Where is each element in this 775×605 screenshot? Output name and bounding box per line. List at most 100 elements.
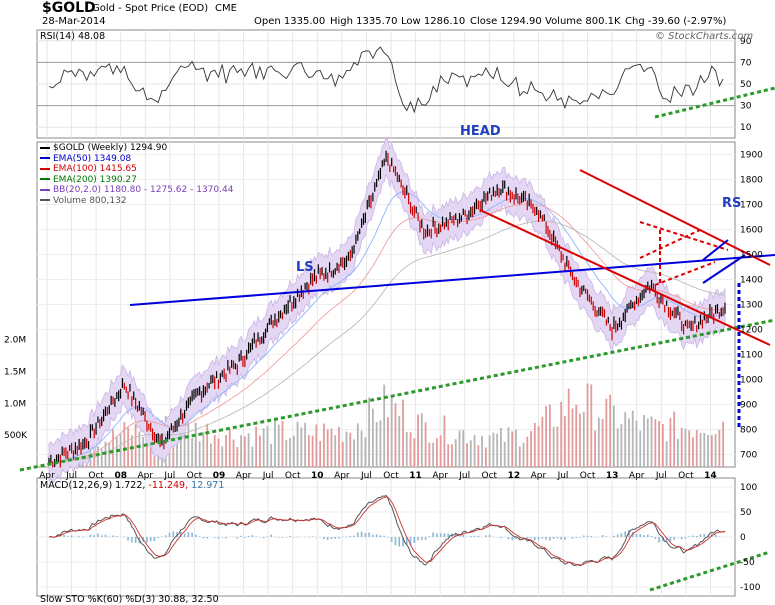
x-axis-label: 11 (409, 471, 422, 481)
volume-bar (203, 432, 205, 467)
volume-bar (647, 418, 649, 467)
volume-bar (681, 428, 683, 467)
macd-histogram-bar (417, 537, 419, 540)
macd-histogram-bar (421, 537, 423, 540)
macd-histogram-bar (169, 533, 171, 537)
volume-bar (334, 435, 336, 467)
legend-text: Volume 800,132 (53, 196, 127, 206)
volume-bar (244, 436, 246, 467)
macd-histogram-bar (553, 537, 555, 539)
macd-histogram-bar (591, 536, 593, 537)
volume-bar (187, 423, 189, 467)
volume-bar (395, 403, 397, 467)
volume-bar (500, 428, 502, 467)
x-axis-label: Oct (580, 471, 596, 481)
macd-histogram-bar (353, 536, 355, 537)
volume-bar (368, 397, 370, 467)
macd-histogram-bar (71, 535, 73, 537)
volume-bar (545, 406, 547, 467)
date: 28-Mar-2014 (42, 16, 106, 27)
x-axis-label: Jul (655, 471, 667, 481)
macd-histogram-bar (440, 533, 442, 537)
volume-bar (274, 420, 276, 467)
volume-bar (444, 416, 446, 467)
macd-histogram-bar (583, 535, 585, 537)
macd-histogram-bar (368, 532, 370, 537)
x-axis-label: Jul (262, 471, 274, 481)
volume-bar (270, 444, 272, 467)
volume-bar (515, 429, 517, 467)
macd-histogram-bar (579, 537, 581, 538)
macd-histogram-bar (263, 537, 265, 538)
volume-bar (233, 439, 235, 467)
price-tick-label: 1300 (740, 301, 763, 311)
macd-histogram-bar (127, 537, 129, 541)
volume-bar (142, 437, 144, 467)
volume-bar (346, 432, 348, 467)
macd-histogram-bar (685, 537, 687, 538)
volume-bar (677, 439, 679, 467)
x-axis-label: 14 (704, 471, 717, 481)
volume-bar (492, 433, 494, 467)
volume-bar (673, 412, 675, 467)
macd-histogram-bar (534, 537, 536, 540)
macd-histogram-bar (538, 537, 540, 540)
x-axis-label: Apr (236, 471, 252, 481)
symbol-name: Gold - Spot Price (EOD) (92, 3, 208, 14)
macd-histogram-bar (214, 537, 216, 538)
macd-histogram-bar (312, 536, 314, 537)
macd-histogram-bar (199, 536, 201, 537)
volume-bar (323, 424, 325, 467)
volume-bar (609, 395, 611, 467)
x-axis-label: Jul (458, 471, 470, 481)
macd-histogram-bar (334, 537, 336, 539)
volume-bar (669, 418, 671, 467)
macd-histogram-bar (470, 536, 472, 537)
volume-bar (259, 436, 261, 467)
macd-histogram-bar (692, 536, 694, 537)
macd-histogram-bar (572, 537, 574, 538)
macd-histogram-bar (398, 537, 400, 546)
macd-tick-label: -50 (740, 558, 755, 568)
macd-histogram-bar (225, 537, 227, 538)
change: Chg -39.60 (-2.97%) (625, 16, 726, 27)
macd-histogram-bar (624, 531, 626, 537)
x-axis-label: Oct (482, 471, 498, 481)
macd-histogram-bar (270, 535, 272, 537)
volume-bar (315, 424, 317, 467)
volume-bar (489, 435, 491, 467)
low: Low 1286.10 (401, 16, 465, 27)
volume-bar (496, 434, 498, 467)
macd-histogram-bar (131, 537, 133, 542)
macd-histogram-bar (165, 535, 167, 537)
macd-histogram-bar (647, 535, 649, 537)
volume-bar (417, 415, 419, 467)
volume-bar (97, 446, 99, 467)
macd-histogram-bar (530, 537, 532, 538)
volume-bar (598, 418, 600, 467)
x-axis-label: Jul (557, 471, 569, 481)
volume-bar (210, 444, 212, 467)
macd-histogram-bar (218, 537, 220, 539)
volume-bar (481, 436, 483, 467)
macd-histogram-bar (97, 534, 99, 537)
volume-bar (508, 427, 510, 467)
macd-histogram-bar (681, 537, 683, 539)
volume-bar (410, 432, 412, 467)
macd-histogram-bar (372, 535, 374, 537)
macd-histogram-bar (338, 537, 340, 538)
volume-bar (530, 431, 532, 467)
macd-histogram-bar (327, 537, 329, 540)
volume-bar (632, 411, 634, 467)
volume-bar (703, 433, 705, 467)
volume-bar (251, 447, 253, 467)
x-axis-label: Jul (360, 471, 372, 481)
volume-bar (658, 421, 660, 467)
macd-histogram-bar (282, 537, 284, 538)
price-tick-label: 1200 (740, 326, 763, 336)
volume-bar (700, 433, 702, 467)
macd-histogram-bar (444, 533, 446, 537)
open: Open 1335.00 (254, 16, 325, 27)
